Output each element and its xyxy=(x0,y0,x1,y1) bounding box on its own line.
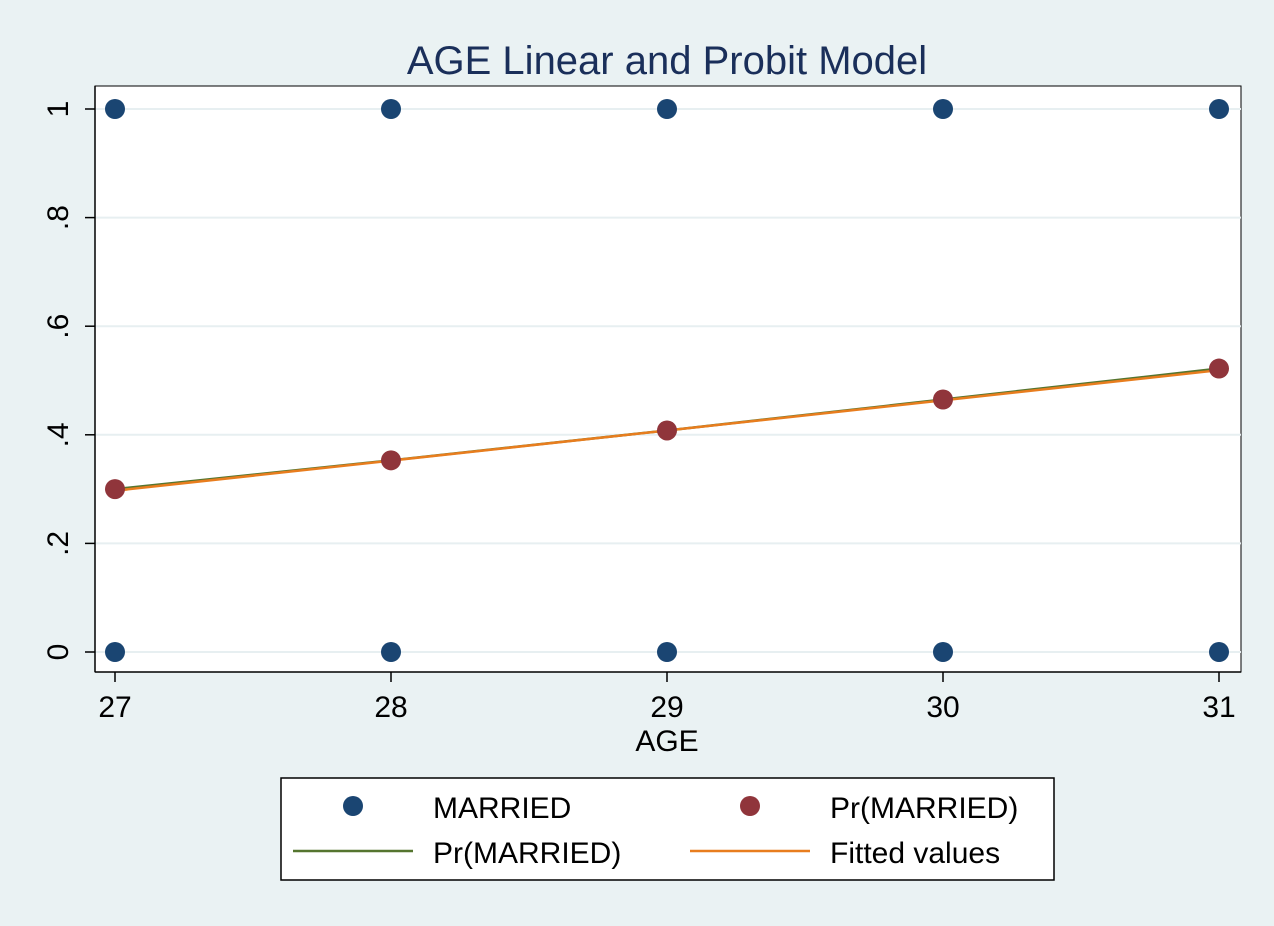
point-pr-married-2 xyxy=(657,420,677,441)
point-married-1 xyxy=(381,99,401,119)
y-axis-ticks: 0 .2 .4 .6 .8 1 xyxy=(42,101,95,661)
point-pr-married-3 xyxy=(933,389,953,410)
point-pr-married-0 xyxy=(105,479,125,500)
y-tick-label: 0 xyxy=(42,644,75,661)
y-tick-label: .2 xyxy=(42,531,75,556)
plot-area xyxy=(94,85,1242,673)
x-axis-ticks: 27 28 29 30 31 xyxy=(98,672,1236,724)
legend-marker-pr-married xyxy=(740,796,760,816)
chart-title: AGE Linear and Probit Model xyxy=(407,39,927,83)
series-points xyxy=(105,99,1229,662)
axes xyxy=(94,86,1241,673)
point-married-2 xyxy=(657,99,677,119)
point-married-4 xyxy=(1209,99,1229,119)
legend-label-fitted: Fitted values xyxy=(830,837,1000,870)
x-tick-label: 28 xyxy=(374,691,407,724)
point-married-9 xyxy=(1209,642,1229,662)
legend-label-pr-married-points: Pr(MARRIED) xyxy=(830,792,1018,825)
legend-label-married: MARRIED xyxy=(433,792,571,825)
legend-box xyxy=(280,777,1055,881)
x-axis-title: AGE xyxy=(635,725,698,758)
y-tick-label: .4 xyxy=(42,422,75,447)
y-tick-label: .8 xyxy=(42,205,75,230)
legend-marker-married xyxy=(343,796,363,816)
x-tick-label: 27 xyxy=(98,691,131,724)
point-pr-married-4 xyxy=(1209,358,1229,379)
y-tick-label: .6 xyxy=(42,314,75,339)
y-tick-label: 1 xyxy=(42,101,75,118)
point-married-7 xyxy=(657,642,677,662)
point-married-3 xyxy=(933,99,953,119)
legend-label-pr-married-line: Pr(MARRIED) xyxy=(433,837,621,870)
x-tick-label: 29 xyxy=(650,691,683,724)
point-pr-married-1 xyxy=(381,450,401,471)
point-married-6 xyxy=(381,642,401,662)
legend: MARRIED Pr(MARRIED) Pr(MARRIED) Fitted v… xyxy=(280,777,1055,881)
x-tick-label: 31 xyxy=(1202,691,1235,724)
point-married-8 xyxy=(933,642,953,662)
point-married-0 xyxy=(105,99,125,119)
point-married-5 xyxy=(105,642,125,662)
x-tick-label: 30 xyxy=(926,691,959,724)
